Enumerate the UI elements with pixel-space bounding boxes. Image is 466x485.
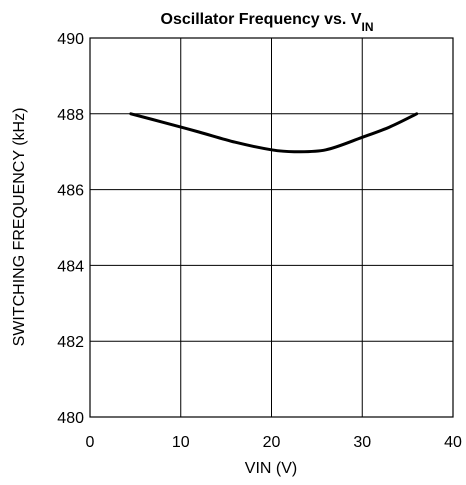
x-tick-label-0: 0 <box>86 434 95 451</box>
chart-title-subscript: IN <box>361 20 373 34</box>
x-tick-label-3: 30 <box>353 434 371 451</box>
y-tick-label-0: 480 <box>57 410 84 427</box>
x-axis-label: VIN (V) <box>245 460 297 477</box>
chart-title-text: Oscillator Frequency vs. V <box>161 11 362 28</box>
y-tick-label-5: 490 <box>57 31 84 48</box>
y-tick-label-2: 484 <box>57 258 84 275</box>
x-tick-labels: 0 10 20 30 40 <box>86 434 462 451</box>
y-axis-label: SWITCHING FREQUENCY (kHz) <box>11 108 28 347</box>
x-tick-label-4: 40 <box>444 434 462 451</box>
grid <box>89 37 454 418</box>
chart-title: Oscillator Frequency vs. VIN <box>161 11 374 34</box>
plot-frame <box>89 37 454 418</box>
y-tick-label-1: 482 <box>57 334 84 351</box>
series-line-0 <box>129 112 419 154</box>
series-group <box>129 112 419 154</box>
y-tick-label-3: 486 <box>57 183 84 200</box>
y-tick-labels: 480 482 484 486 488 490 <box>57 31 84 427</box>
x-tick-label-1: 10 <box>172 434 190 451</box>
x-tick-label-2: 20 <box>263 434 281 451</box>
y-tick-label-4: 488 <box>57 107 84 124</box>
